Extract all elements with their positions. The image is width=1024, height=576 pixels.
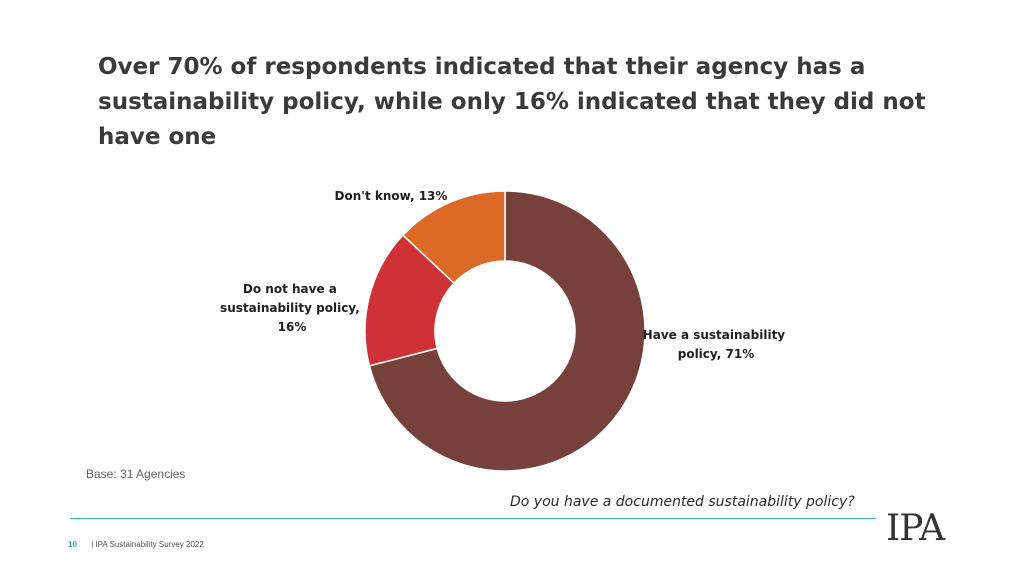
slice-have-policy bbox=[368, 190, 646, 472]
footer-text: | IPA Sustainability Survey 2022 bbox=[91, 540, 204, 549]
footer: 10 | IPA Sustainability Survey 2022 bbox=[68, 540, 204, 549]
page-number: 10 bbox=[68, 540, 77, 549]
page-title: Over 70% of respondents indicated that t… bbox=[98, 54, 926, 150]
survey-question: Do you have a documented sustainability … bbox=[510, 494, 855, 510]
slice-label-have-policy: Have a sustainability policy, 71% bbox=[643, 328, 790, 361]
base-note: Base: 31 Agencies bbox=[86, 467, 186, 481]
slice-dont-know bbox=[401, 190, 506, 285]
footer-divider bbox=[70, 518, 876, 519]
ipa-logo: IPA bbox=[886, 508, 945, 549]
slice-label-no-policy: Do not have a sustainability policy, 16% bbox=[220, 282, 364, 334]
slice-label-dont-know: Don't know, 13% bbox=[335, 189, 448, 203]
